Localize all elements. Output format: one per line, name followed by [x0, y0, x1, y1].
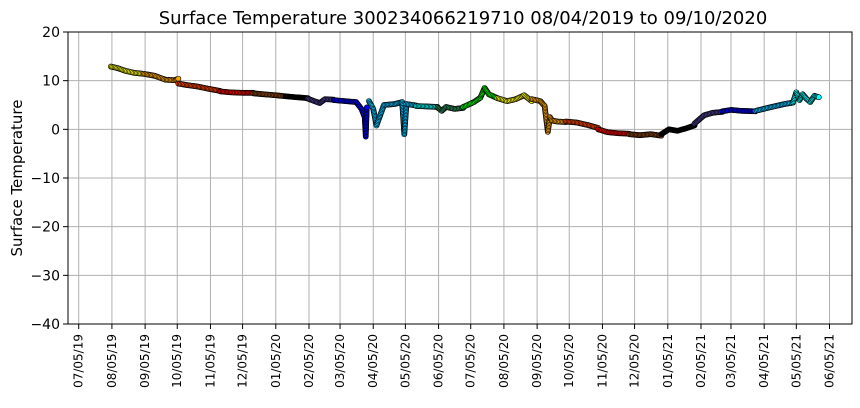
- data-series: [658, 122, 698, 138]
- axis-layer: −40 −30 −20 −10 0 10 20 07/05/19 08/05/19 09/05/1…: [30, 25, 836, 388]
- x-tick-label: 05/05/20: [398, 334, 412, 388]
- data-layer: [107, 63, 822, 140]
- x-tick-label: 01/05/21: [661, 334, 675, 388]
- data-series: [250, 90, 289, 100]
- x-tick-label: 04/05/20: [366, 334, 380, 388]
- data-point: [815, 94, 822, 101]
- x-tick-label: 07/05/20: [464, 334, 478, 388]
- x-tick-label: 08/05/19: [105, 334, 119, 388]
- y-tick-label: −10: [30, 171, 60, 187]
- x-tick-label: 03/05/20: [333, 334, 347, 388]
- x-tick-label: 11/05/19: [203, 334, 217, 388]
- data-series: [330, 97, 370, 140]
- x-tick-label: 12/05/20: [628, 334, 642, 388]
- data-series: [752, 99, 796, 114]
- x-tick-label: 06/05/20: [432, 334, 446, 388]
- data-series: [691, 108, 726, 127]
- x-tick-label: 06/05/21: [823, 334, 837, 388]
- data-point: [175, 75, 182, 82]
- y-axis-label: Surface Temperature: [8, 100, 26, 257]
- data-series: [528, 96, 569, 135]
- y-tick-label: −40: [30, 317, 60, 333]
- x-tick-label: 09/05/20: [530, 334, 544, 388]
- y-tick-label: −30: [30, 268, 60, 284]
- grid-layer: [68, 31, 852, 325]
- x-tick-label: 03/05/21: [724, 334, 738, 388]
- y-tick-label: 10: [42, 74, 60, 90]
- data-series: [141, 70, 182, 84]
- data-series: [595, 126, 633, 137]
- y-tick-label: 20: [42, 25, 60, 41]
- data-series: [494, 92, 535, 105]
- x-tick-label: 10/05/19: [170, 334, 184, 388]
- data-series: [175, 80, 223, 94]
- x-tick-label: 02/05/21: [694, 334, 708, 388]
- x-tick-label: 07/05/19: [72, 334, 86, 388]
- x-tick-label: 08/05/20: [497, 334, 511, 388]
- data-series: [460, 85, 501, 110]
- data-series: [790, 89, 822, 105]
- x-tick-label: 11/05/20: [595, 334, 609, 388]
- x-tick-label: 04/05/21: [757, 334, 771, 388]
- y-tick-label: −20: [30, 220, 60, 236]
- x-tick-label: 02/05/20: [302, 334, 316, 388]
- x-tick-label: 01/05/20: [269, 334, 283, 388]
- data-series: [626, 131, 665, 139]
- x-tick-label: 10/05/20: [562, 334, 576, 388]
- x-tick-label: 12/05/19: [236, 334, 250, 388]
- y-tick-label: 0: [51, 122, 60, 138]
- x-tick-label: 09/05/19: [138, 334, 152, 388]
- data-series: [217, 88, 257, 96]
- x-tick-label: 05/05/21: [789, 334, 803, 388]
- chart-title: Surface Temperature 300234066219710 08/0…: [159, 8, 768, 29]
- data-series: [366, 98, 419, 138]
- data-series: [719, 106, 759, 115]
- data-series: [107, 63, 147, 77]
- data-series: [563, 118, 602, 131]
